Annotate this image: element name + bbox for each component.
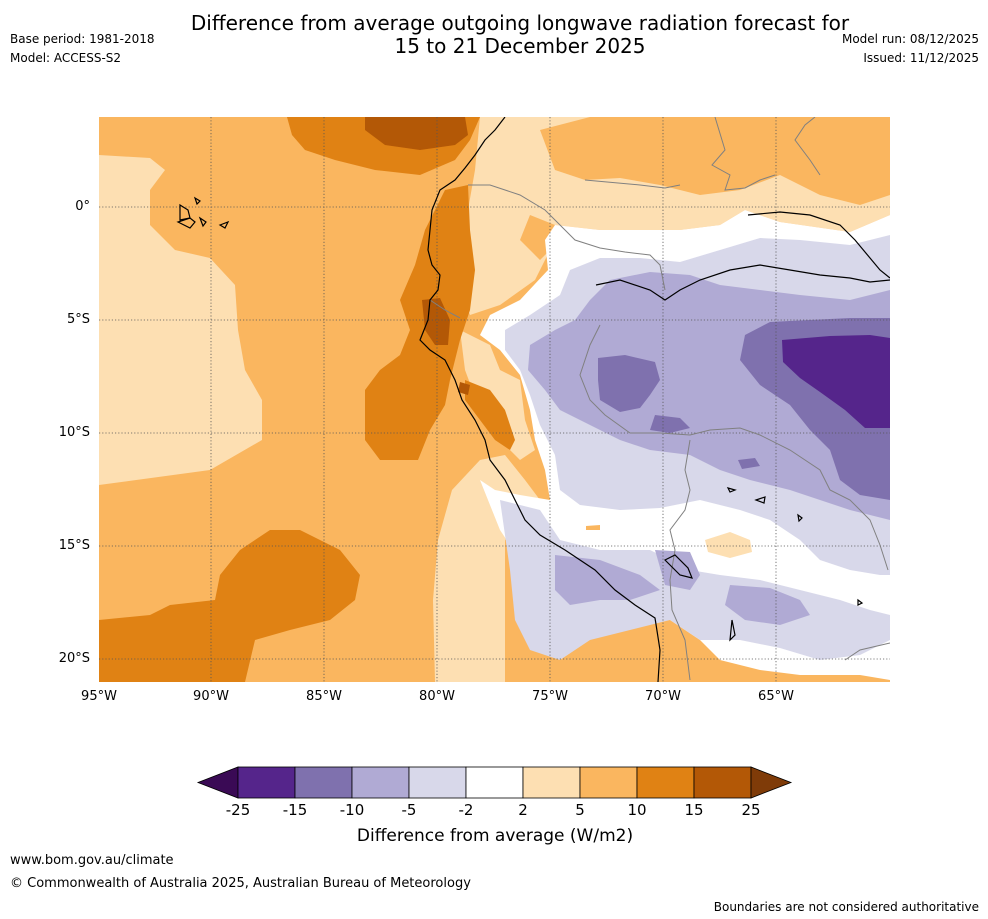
colorbar-tick-label: -15 [282,801,308,819]
anomaly-region-minus15-minus10 [650,415,690,433]
anomaly-region-10-15 [365,185,475,460]
colorbar-swatch [408,766,467,799]
issued-label: Issued: 11/12/2025 [863,51,979,65]
anomaly-region-5-10 [586,525,600,530]
lat-label-20s: 20°S [58,651,90,666]
lat-label-5s: 5°S [66,312,90,327]
colorbar-swatch [693,766,752,799]
lat-label-10s: 10°S [58,425,90,440]
lon-label-65w: 65°W [758,689,794,704]
colorbar-extend-low [196,766,239,799]
anomaly-region-15-25 [458,382,470,395]
coastline [176,117,890,682]
anomaly-region-2-5 [705,532,752,558]
country-borders [429,117,890,681]
anomaly-region-10-15 [465,380,515,450]
anomaly-region-minus15-minus10 [738,458,760,469]
anomaly-region-2-5 [99,155,262,485]
copyright-notice: © Commonwealth of Australia 2025, Austra… [10,876,471,891]
graticule [99,117,890,682]
colorbar-tick-label: 2 [518,801,528,819]
lat-label-15s: 15°S [58,538,90,553]
lon-label-95w: 95°W [81,689,117,704]
colorbar-tick-label: 25 [741,801,761,819]
lon-label-85w: 85°W [306,689,342,704]
lon-label-70w: 70°W [645,689,681,704]
colorbar-tick-label: 5 [575,801,585,819]
colorbar-tick-label: -25 [225,801,251,819]
title-line-1: Difference from average outgoing longwav… [190,11,850,35]
anomaly-region-minus15-minus10 [598,355,660,412]
base-period-label: Base period: 1981-2018 [10,32,155,46]
boundary-disclaimer: Boundaries are not considered authoritat… [713,900,979,914]
lat-label-0: 0° [75,199,90,214]
lon-label-80w: 80°W [419,689,455,704]
lon-label-75w: 75°W [532,689,568,704]
model-run-label: Model run: 08/12/2025 [841,32,979,46]
anomaly-region-minus10-minus5 [725,585,810,625]
colorbar-swatch [579,766,638,799]
anomaly-region-10-15 [99,530,360,682]
title-line-2: 15 to 21 December 2025 [394,34,646,58]
chart-title: Difference from average outgoing longwav… [120,12,920,58]
colorbar-swatch [237,766,296,799]
colorbar-tick-label: 10 [627,801,647,819]
colorbar [196,766,793,799]
colorbar-title: Difference from average (W/m2) [356,826,634,846]
anomaly-region-minus25-minus15 [782,335,890,428]
colorbar-swatch [522,766,581,799]
anomaly-region-minus10-minus5 [555,555,660,605]
anomaly-region-15-25 [365,117,468,150]
colorbar-tick-label: 15 [684,801,704,819]
colorbar-tick-label: -10 [339,801,365,819]
colorbar-swatch [636,766,695,799]
colorbar-extend-high [750,766,793,799]
colorbar-tick-label: -2 [458,801,474,819]
colorbar-swatch [294,766,353,799]
colorbar-swatch [465,766,524,799]
website-link[interactable]: www.bom.gov.au/climate [10,853,174,868]
anomaly-region-2-5 [460,330,535,460]
model-label: Model: ACCESS-S2 [10,51,122,65]
colorbar-tick-label: -5 [401,801,417,819]
colorbar-swatch [351,766,410,799]
lon-label-90w: 90°W [193,689,229,704]
